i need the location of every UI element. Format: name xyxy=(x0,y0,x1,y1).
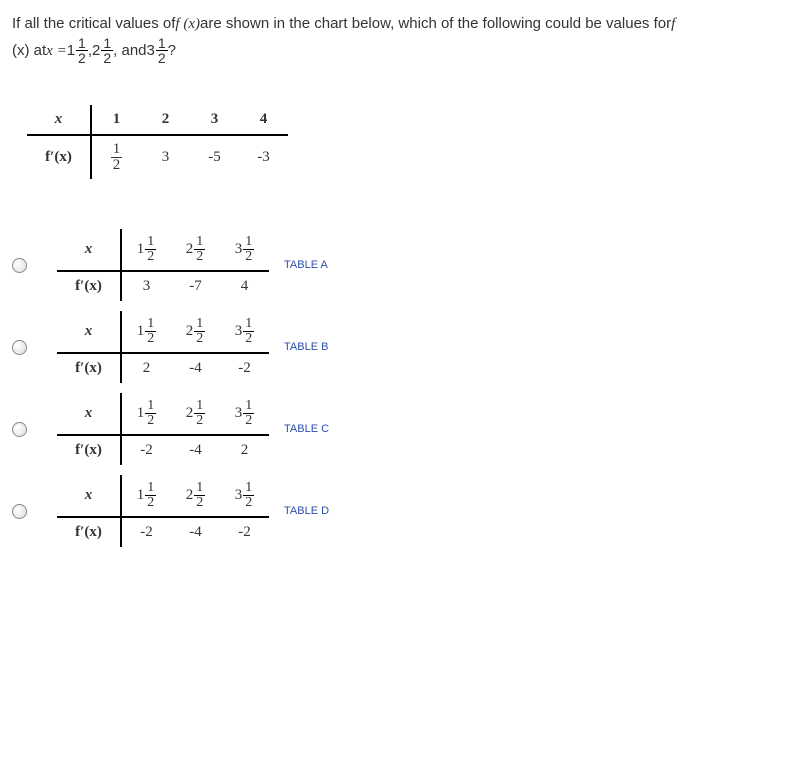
fprime-label: f′(x) xyxy=(27,143,90,172)
q-text: (x) at xyxy=(12,39,46,63)
fx-symbol: f (x) xyxy=(175,12,200,36)
x-val: 312 xyxy=(220,475,269,516)
fp-val: -2 xyxy=(220,518,269,547)
x-val: 112 xyxy=(120,311,171,352)
option-label: TABLE A xyxy=(284,259,328,271)
fp-val: -4 xyxy=(171,354,220,383)
qmark: ? xyxy=(168,39,176,63)
f-symbol: f xyxy=(671,12,675,36)
given-table: x 1 2 3 4 f′(x) 12 3 -5 -3 xyxy=(27,105,288,179)
fp-val: 2 xyxy=(120,354,171,383)
option-label: TABLE C xyxy=(284,423,329,435)
fp-val: -3 xyxy=(239,143,288,172)
radio-button[interactable] xyxy=(12,340,27,355)
x-val: 4 xyxy=(239,105,288,134)
x-val: 212 xyxy=(171,229,220,270)
x-val: 3 xyxy=(190,105,239,134)
option-label: TABLE B xyxy=(284,341,328,353)
x-val: 312 xyxy=(220,393,269,434)
question-text: If all the critical values of f (x) are … xyxy=(12,12,788,65)
mixed-frac: 2 12 xyxy=(92,36,113,65)
options-container: x112212312f′(x)3-74TABLE Ax112212312f′(x… xyxy=(12,229,788,547)
fp-val: 4 xyxy=(220,272,269,301)
x-val: 112 xyxy=(120,475,171,516)
option-table: x112212312 f′(x)2-4-2 xyxy=(57,311,269,383)
q-text: are shown in the chart below, which of t… xyxy=(200,12,671,36)
radio-button[interactable] xyxy=(12,258,27,273)
fp-val: -2 xyxy=(220,354,269,383)
option-label: TABLE D xyxy=(284,505,329,517)
fp-val: 3 xyxy=(120,272,171,301)
xeq: x = xyxy=(46,39,67,63)
x-label: x xyxy=(57,481,120,510)
and: , and xyxy=(113,39,146,63)
x-val: 1 xyxy=(90,105,141,134)
fp-val: -2 xyxy=(120,436,171,465)
option-table: x112212312 f′(x)3-74 xyxy=(57,229,269,301)
x-label: x xyxy=(57,317,120,346)
fprime-label: f′(x) xyxy=(57,272,120,301)
x-label: x xyxy=(57,235,120,264)
answer-option[interactable]: x112212312 f′(x)-2-42 TABLE C xyxy=(12,393,788,465)
fp-val: -7 xyxy=(171,272,220,301)
option-table: x112212312 f′(x)-2-42 xyxy=(57,393,269,465)
fp-val: -4 xyxy=(171,436,220,465)
q-text: If all the critical values of xyxy=(12,12,175,36)
x-label: x xyxy=(57,399,120,428)
fprime-label: f′(x) xyxy=(57,518,120,547)
radio-button[interactable] xyxy=(12,504,27,519)
answer-option[interactable]: x112212312 f′(x)2-4-2 TABLE B xyxy=(12,311,788,383)
x-val: 312 xyxy=(220,229,269,270)
fprime-label: f′(x) xyxy=(57,436,120,465)
fp-val: -4 xyxy=(171,518,220,547)
x-val: 212 xyxy=(171,393,220,434)
fp-val: -5 xyxy=(190,143,239,172)
option-table: x112212312f′(x)-2-4-2 xyxy=(57,475,269,547)
x-label: x xyxy=(27,105,90,134)
mixed-frac: 3 12 xyxy=(147,36,168,65)
x-val: 112 xyxy=(120,229,171,270)
x-val: 312 xyxy=(220,311,269,352)
x-val: 2 xyxy=(141,105,190,134)
mixed-frac: 1 12 xyxy=(67,36,88,65)
fprime-label: f′(x) xyxy=(57,354,120,383)
fp-val: 3 xyxy=(141,143,190,172)
answer-option[interactable]: x112212312f′(x)-2-4-2TABLE D xyxy=(12,475,788,547)
x-val: 212 xyxy=(171,475,220,516)
fp-val: 12 xyxy=(90,136,141,179)
fp-val: 2 xyxy=(220,436,269,465)
x-val: 112 xyxy=(120,393,171,434)
fp-val: -2 xyxy=(120,518,171,547)
answer-option[interactable]: x112212312 f′(x)3-74 TABLE A xyxy=(12,229,788,301)
x-val: 212 xyxy=(171,311,220,352)
radio-button[interactable] xyxy=(12,422,27,437)
